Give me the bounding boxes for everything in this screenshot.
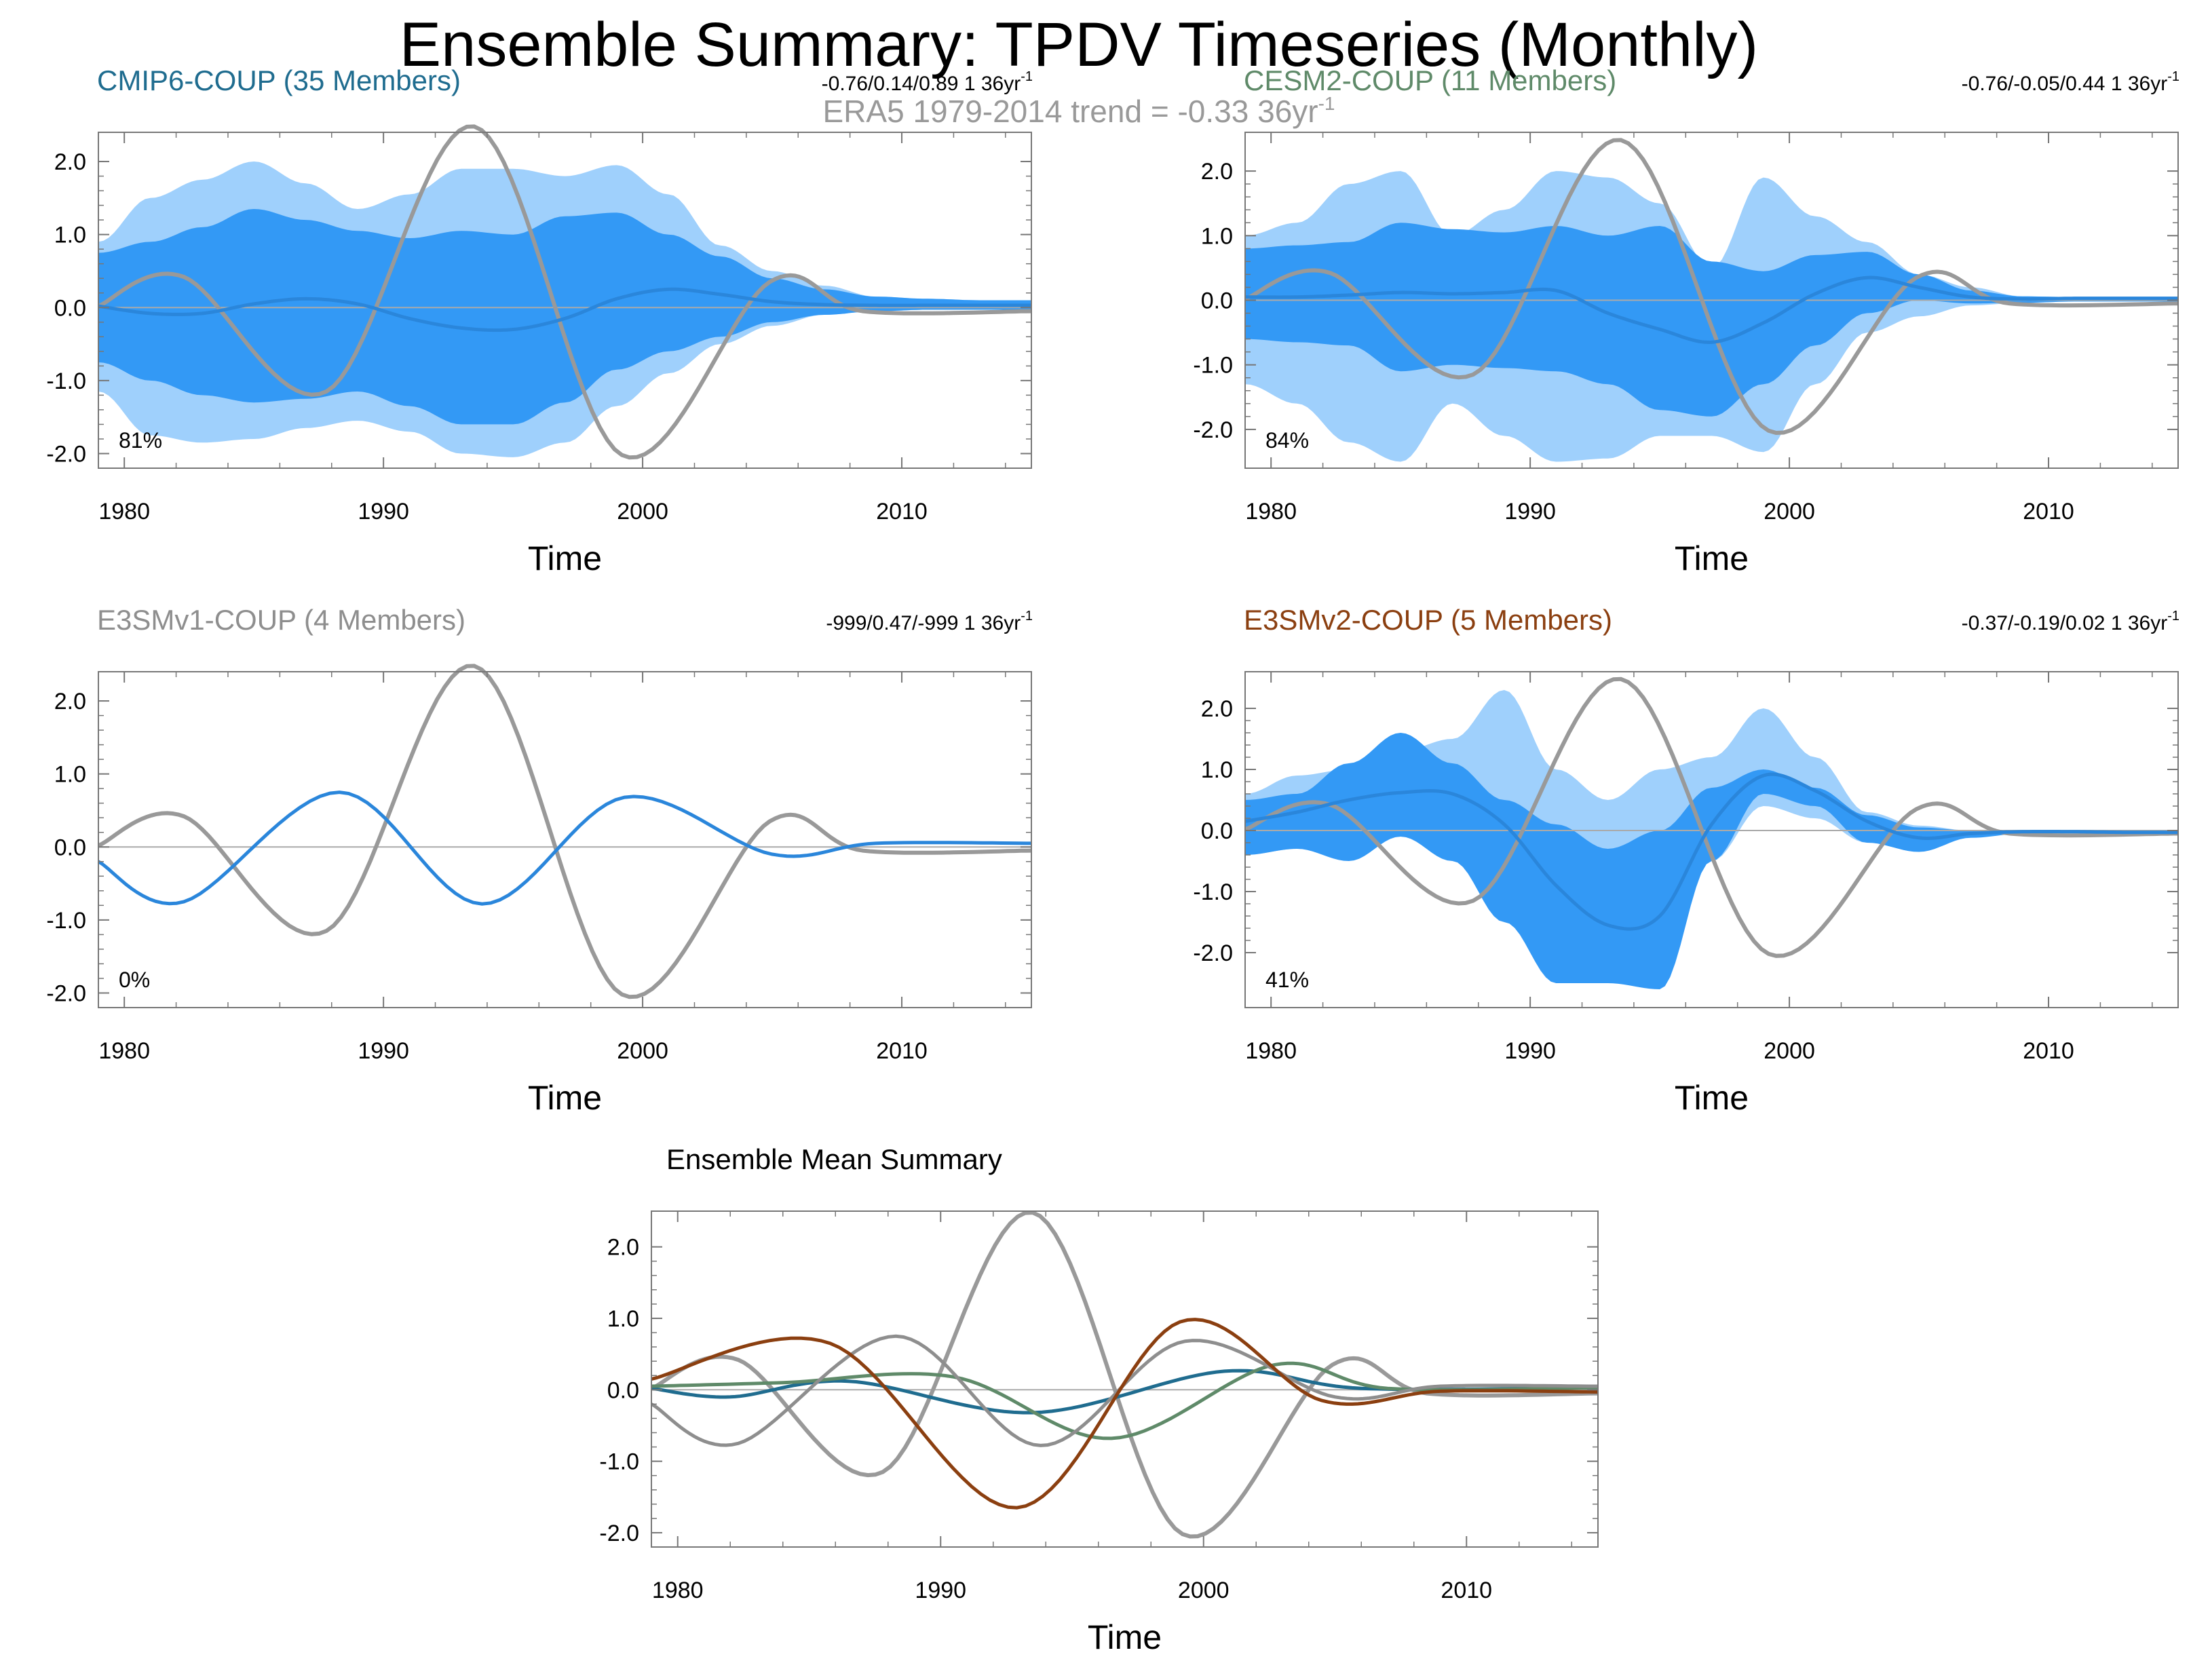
x-tick-label: 2000: [617, 1038, 668, 1064]
x-tick-label: 1980: [98, 499, 150, 524]
x-tick-label: 1990: [915, 1578, 966, 1603]
x-tick-label: 2010: [876, 1038, 928, 1064]
trend-text: -0.76/0.14/0.89 1 36yr-1: [822, 69, 1033, 95]
panel-title: E3SMv2-COUP (5 Members): [1244, 604, 1612, 636]
y-tick-label: 2.0: [54, 149, 86, 175]
obs-line-mean_summary: [650, 1210, 1598, 1539]
y-tick-label: -2.0: [46, 980, 86, 1006]
percent-label: 0%: [119, 968, 150, 992]
x-tick-label: 1980: [652, 1578, 704, 1603]
y-tick-label: 0.0: [54, 835, 86, 860]
y-tick-label: -1.0: [1193, 879, 1233, 905]
percent-label: 84%: [1265, 428, 1309, 453]
y-tick-label: -1.0: [1193, 353, 1233, 379]
panel-mean_summary: 2.0 1.0 0.0 -1.0 -2.0 1980 1990 2000 2010 Time Ens…: [599, 1143, 1599, 1656]
plot-frame: [651, 1210, 1599, 1548]
y-tick-label: -1.0: [46, 908, 86, 934]
x-tick-label: 1980: [1245, 1038, 1297, 1064]
x-tick-label: 1990: [1504, 499, 1556, 524]
x-tick-label: 2000: [1178, 1578, 1230, 1603]
y-tick-label: 0.0: [1201, 288, 1233, 314]
panel-e3smv2: 2.0 1.0 0.0 -1.0 -2.0 1980 1990 2000 2010 Time E3S…: [1193, 604, 2179, 1117]
x-axis-label: Time: [1675, 1079, 1749, 1117]
y-tick-label: 1.0: [607, 1306, 639, 1332]
mean-line-cesm2: [1245, 275, 2178, 345]
x-tick-label: 2010: [2023, 499, 2074, 524]
plot-frame: [1244, 671, 2179, 1008]
y-tick-label: -1.0: [599, 1449, 639, 1475]
panel-cmip6: 2.0 1.0 0.0 -1.0 -2.0 1980 1990 2000 2010 Time CMI…: [46, 64, 1033, 577]
series-line-cesm2: [651, 1361, 1599, 1440]
figure-title: Ensemble Summary: TPDV Timeseries (Month…: [400, 10, 1758, 79]
panel-title: CESM2-COUP (11 Members): [1244, 64, 1616, 96]
y-tick-label: 0.0: [1201, 818, 1233, 844]
y-tick-label: -2.0: [46, 441, 86, 467]
y-tick-label: -2.0: [599, 1521, 639, 1546]
trend-text: -0.76/-0.05/0.44 1 36yr-1: [1962, 69, 2179, 95]
y-tick-label: 1.0: [54, 223, 86, 248]
x-tick-label: 2010: [2023, 1038, 2074, 1064]
x-tick-label: 1990: [358, 499, 409, 524]
band-inner-cesm2: [1245, 223, 2178, 417]
y-tick-label: 2.0: [1201, 159, 1233, 185]
x-tick-label: 1990: [1504, 1038, 1556, 1064]
plot-frame: [98, 132, 1032, 469]
x-axis-label: Time: [528, 539, 602, 577]
y-tick-label: 2.0: [607, 1235, 639, 1261]
plot-frame: [98, 671, 1032, 1008]
series-line-e3smv2: [651, 1318, 1599, 1510]
trend-text: -0.37/-0.19/0.02 1 36yr-1: [1962, 609, 2179, 634]
mean-line-e3smv2: [1244, 772, 2178, 931]
percent-label: 41%: [1265, 968, 1309, 992]
y-tick-label: 2.0: [54, 689, 86, 714]
y-tick-label: 1.0: [1201, 223, 1233, 249]
y-tick-label: 2.0: [1201, 696, 1233, 722]
x-axis-label: Time: [1088, 1618, 1162, 1656]
x-tick-label: 2000: [617, 499, 668, 524]
era5-trend-note: ERA5 1979-2014 trend = -0.33 36yr-1: [823, 93, 1335, 129]
obs-line-e3smv1: [97, 664, 1032, 999]
x-tick-label: 2000: [1764, 499, 1815, 524]
y-tick-label: -1.0: [46, 368, 86, 394]
y-tick-label: -2.0: [1193, 940, 1233, 966]
y-tick-label: -2.0: [1193, 417, 1233, 443]
panel-cesm2: 2.0 1.0 0.0 -1.0 -2.0 1980 1990 2000 2010 Time CES…: [1193, 64, 2179, 577]
x-tick-label: 2010: [1441, 1578, 1492, 1603]
mean-line-e3smv1: [97, 790, 1031, 906]
percent-label: 81%: [119, 428, 162, 453]
series-line-e3smv1: [650, 1334, 1598, 1447]
x-tick-label: 2000: [1764, 1038, 1815, 1064]
mean-line-cmip6: [98, 287, 1031, 332]
y-tick-label: 0.0: [54, 295, 86, 321]
x-tick-label: 1980: [98, 1038, 150, 1064]
panel-title: Ensemble Mean Summary: [666, 1143, 1002, 1175]
obs-line-e3smv2: [1244, 676, 2178, 958]
panel-e3smv1: 2.0 1.0 0.0 -1.0 -2.0 1980 1990 2000 2010 Time E3S…: [46, 604, 1033, 1117]
x-axis-label: Time: [528, 1079, 602, 1117]
trend-text: -999/0.47/-999 1 36yr-1: [826, 609, 1033, 634]
band-inner-cmip6: [98, 209, 1031, 425]
panel-title: E3SMv1-COUP (4 Members): [97, 604, 465, 636]
x-tick-label: 1990: [358, 1038, 409, 1064]
y-tick-label: 1.0: [1201, 757, 1233, 783]
panel-title: CMIP6-COUP (35 Members): [97, 64, 461, 96]
x-tick-label: 1980: [1245, 499, 1297, 524]
panels: 2.0 1.0 0.0 -1.0 -2.0 1980 1990 2000 2010 Time CMI…: [46, 64, 2179, 1656]
y-tick-label: 1.0: [54, 762, 86, 788]
x-axis-label: Time: [1675, 539, 1749, 577]
y-tick-label: 0.0: [607, 1377, 639, 1403]
x-tick-label: 2010: [876, 499, 928, 524]
